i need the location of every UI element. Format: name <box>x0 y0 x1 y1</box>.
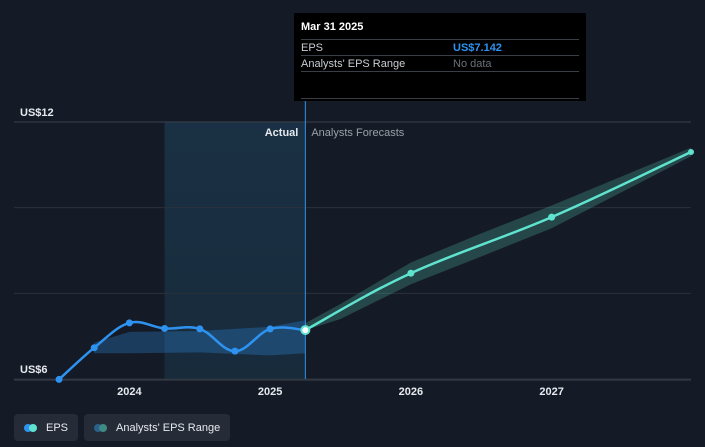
eps-point[interactable] <box>266 325 274 333</box>
x-tick-label: 2024 <box>117 386 142 398</box>
eps-point[interactable] <box>125 319 133 327</box>
tooltip-eps-label: EPS <box>301 42 324 54</box>
eps-point[interactable] <box>161 324 169 332</box>
eps-point[interactable] <box>300 325 311 336</box>
tooltip-date: Mar 31 2025 <box>301 21 364 33</box>
eps-point[interactable] <box>196 325 204 333</box>
legend: EPS Analysts' EPS Range <box>14 414 231 441</box>
tooltip-range-value: No data <box>453 58 492 70</box>
x-tick-label: 2026 <box>399 386 423 398</box>
eps-range-band-actual <box>94 320 306 356</box>
tooltip-eps-value: US$7.142 <box>453 42 502 54</box>
eps-forecast-line <box>304 150 693 332</box>
eps-legend-icon <box>24 423 38 432</box>
actual-label: Actual <box>265 127 299 139</box>
tooltip-spacer <box>301 72 579 99</box>
legend-item-eps[interactable]: EPS <box>14 414 79 441</box>
eps-forecast-point[interactable] <box>548 213 556 221</box>
shaded-period <box>164 122 306 379</box>
eps-point[interactable] <box>231 347 239 355</box>
tooltip-row-eps: EPS US$7.142 <box>301 39 579 55</box>
eps-range-legend-icon <box>94 423 108 432</box>
tooltip-range-label: Analysts' EPS Range <box>301 58 406 70</box>
x-tick-label: 2027 <box>539 386 563 398</box>
eps-forecast-point[interactable] <box>688 148 694 155</box>
legend-label-eps: EPS <box>46 421 69 434</box>
legend-label-eps-range: Analysts' EPS Range <box>116 421 221 434</box>
x-tick-label: 2025 <box>258 386 282 398</box>
y-axis-label: US$6 <box>20 364 48 376</box>
tooltip: Mar 31 2025 EPS US$7.142 Analysts' EPS R… <box>294 13 586 101</box>
eps-forecast-point[interactable] <box>407 269 415 277</box>
legend-item-eps-range[interactable]: Analysts' EPS Range <box>84 414 231 441</box>
eps-point[interactable] <box>90 344 98 352</box>
tooltip-row-range: Analysts' EPS Range No data <box>301 55 579 72</box>
forecast-label: Analysts Forecasts <box>311 127 404 139</box>
y-axis-label: US$12 <box>20 107 54 119</box>
eps-point[interactable] <box>55 375 63 383</box>
